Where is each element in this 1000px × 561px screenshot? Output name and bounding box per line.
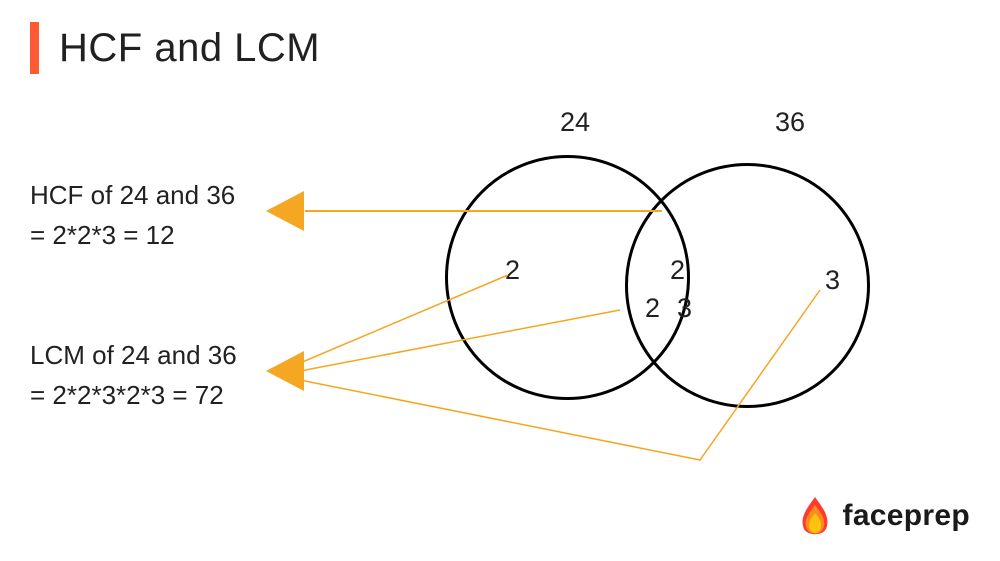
lcm-line1: LCM of 24 and 36 bbox=[30, 335, 237, 375]
brand-logo: faceprep bbox=[795, 495, 970, 537]
venn-right-label: 36 bbox=[775, 107, 805, 138]
venn-left-only: 2 bbox=[505, 255, 520, 286]
title-accent-bar bbox=[30, 22, 39, 74]
lcm-line2: = 2*2*3*2*3 = 72 bbox=[30, 375, 237, 415]
venn-left-label: 24 bbox=[560, 107, 590, 138]
venn-diagram: 24 36 2 3 2 2 3 bbox=[445, 135, 965, 465]
title-block: HCF and LCM bbox=[30, 22, 320, 74]
logo-text: faceprep bbox=[843, 499, 970, 533]
venn-right-only: 3 bbox=[825, 265, 840, 296]
venn-intersect-top: 2 bbox=[670, 255, 685, 286]
venn-intersect-br: 3 bbox=[677, 293, 692, 324]
venn-intersect-bl: 2 bbox=[645, 293, 660, 324]
page-title: HCF and LCM bbox=[59, 26, 320, 71]
hcf-line2: = 2*2*3 = 12 bbox=[30, 215, 235, 255]
lcm-statement: LCM of 24 and 36 = 2*2*3*2*3 = 72 bbox=[30, 335, 237, 416]
hcf-statement: HCF of 24 and 36 = 2*2*3 = 12 bbox=[30, 175, 235, 256]
logo-icon bbox=[795, 495, 835, 537]
hcf-line1: HCF of 24 and 36 bbox=[30, 175, 235, 215]
